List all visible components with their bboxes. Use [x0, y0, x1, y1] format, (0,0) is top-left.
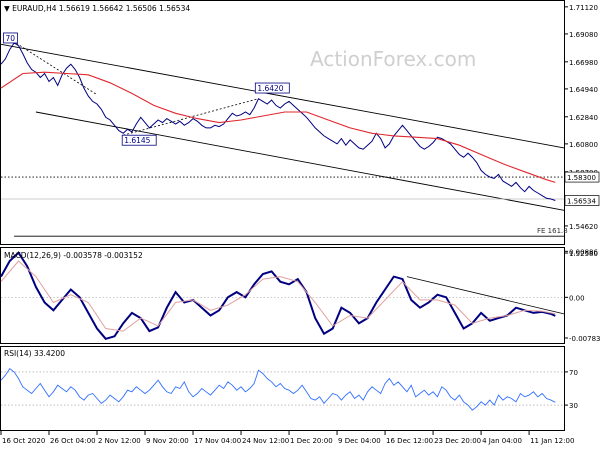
macd-tick-label: -0.007834: [569, 335, 600, 343]
rsi-axis: 70 30: [1, 369, 578, 410]
macd-panel-frame: [0, 247, 565, 344]
level-price-label: 1.58300: [567, 174, 596, 182]
price-tick-label: 1.64940: [569, 86, 598, 94]
rsi-tick-label: 70: [569, 369, 578, 377]
time-tick-label: 16 Oct 2020: [2, 437, 45, 445]
time-tick-label: 9 Nov 20:00: [146, 437, 189, 445]
time-tick-label: 11 Jan 12:00: [530, 437, 574, 445]
swing-point-box: [3, 32, 18, 44]
time-tick-label: 4 Jan 04:00: [482, 437, 522, 445]
rsi-panel-frame: [0, 346, 565, 431]
dashed-swing-line: [9, 38, 98, 96]
time-tick-label: 26 Oct 04:00: [50, 437, 96, 445]
price-guides: 1.58300 FE 161.8: [0, 38, 600, 237]
rsi-tick-label: 30: [569, 402, 578, 410]
level-price-box: [564, 171, 600, 183]
time-tick-label: 16 Dec 12:00: [386, 437, 433, 445]
swing-point-label: 1.6420: [257, 84, 283, 93]
time-tick-label: 17 Nov 04:00: [194, 437, 241, 445]
signal-line: [0, 260, 556, 332]
last-price-box: [564, 195, 600, 206]
rsi-line: [0, 367, 556, 411]
channel-line: [35, 111, 565, 211]
price-panel-frame: [0, 0, 565, 245]
price-header-symbol: ▼ EURAUD,H4 1.56619 1.56642 1.56506 1.56…: [4, 4, 190, 13]
dashed-swing-line: [123, 98, 259, 136]
macd-label: MACD(12,26,9) -0.003578 -0.003152: [4, 251, 143, 260]
price-tick-label: 1.69080: [569, 31, 598, 39]
swing-point-label: 1.6145: [124, 136, 150, 145]
time-axis: 16 Oct 2020 26 Oct 04:00 2 Nov 12:00 9 Nov …: [0, 431, 574, 445]
price-tick-label: 1.52580: [569, 250, 598, 258]
moving-average-line: [0, 71, 556, 183]
time-tick-label: 1 Dec 20:00: [290, 437, 333, 445]
time-tick-label: 9 Dec 04:00: [338, 437, 381, 445]
price-tick-label: 1.71120: [569, 4, 598, 12]
price-tick-label: 1.66980: [569, 59, 598, 67]
price-tick-label: 1.54620: [569, 223, 598, 231]
rsi-series: [0, 367, 556, 411]
macd-tick-label: 0.00: [569, 294, 585, 302]
time-tick-label: 23 Dec 20:00: [434, 437, 481, 445]
macd-tick-label: 0.00886: [569, 248, 598, 256]
swing-point-box: [121, 134, 157, 146]
channel-line: [0, 43, 565, 149]
rsi-label: RSI(14) 33.4200: [4, 349, 65, 358]
price-series: 1.56534: [0, 42, 600, 206]
time-tick-label: 24 Nov 12:00: [242, 437, 289, 445]
macd-series: [0, 251, 565, 340]
watermark: ActionForex.com: [310, 47, 476, 71]
macd-line: [0, 251, 556, 340]
price-tick-label: 1.62840: [569, 114, 598, 122]
fe-level-label: FE 161.8: [537, 227, 568, 235]
macd-axis: 0.00886 0.00 -0.007834: [1, 248, 600, 343]
price-annotations: 70 1.6145 1.6420: [3, 32, 290, 146]
macd-trendline: [406, 276, 565, 315]
price-tick-label: 1.60800: [569, 141, 598, 149]
swing-point-box: [254, 82, 290, 94]
last-price-label: 1.56534: [567, 198, 596, 206]
price-line: [0, 42, 556, 201]
swing-point-label: 70: [5, 34, 15, 43]
time-tick-label: 2 Nov 12:00: [98, 437, 141, 445]
price-axis: 1.71120 1.69080 1.66980 1.64940 1.62840 1.608…: [564, 4, 598, 258]
